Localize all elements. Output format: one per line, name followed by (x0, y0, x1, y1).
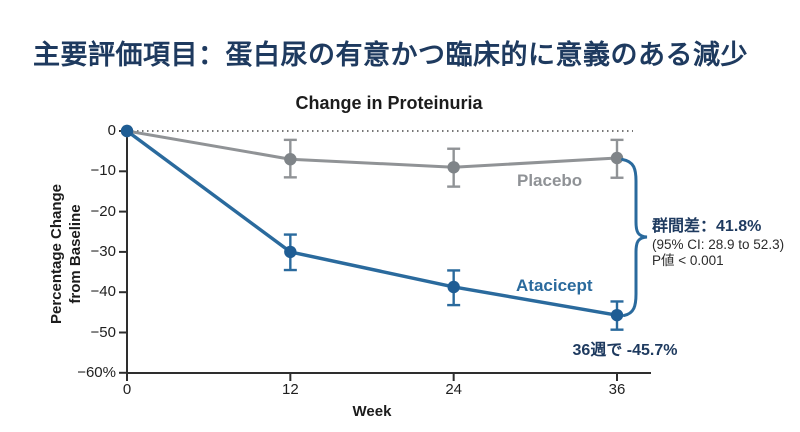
atacicept-series-label: Atacicept (516, 276, 593, 295)
week36-endpoint-note: 36週で -45.7% (572, 342, 678, 359)
group-difference-annotation: 群間差：41.8% (95% CI: 28.9 to 52.3) P値 < 0.… (652, 212, 784, 270)
chart-title: Change in Proteinuria (295, 93, 483, 113)
x-tick-label: 24 (445, 381, 462, 398)
atacicept-point (447, 280, 460, 294)
y-tick-label: −60% (77, 363, 116, 381)
atacicept-line (125, 129, 619, 317)
y-tick-label: −30 (90, 242, 116, 260)
difference-brace (621, 158, 648, 317)
atacicept-point (284, 245, 297, 259)
placebo-point (447, 161, 460, 174)
placebo-point (284, 153, 297, 166)
y-tick-label: −20 (90, 202, 116, 220)
atacicept-point (120, 124, 134, 138)
placebo-line (125, 129, 619, 169)
x-tick-label: 12 (281, 381, 299, 398)
y-tick-label: 0 (107, 122, 116, 139)
difference-value: 41.8% (716, 218, 762, 235)
x-axis-label: Week (352, 403, 392, 420)
placebo-series-label: Placebo (517, 171, 583, 190)
x-tick-label: 0 (122, 381, 132, 398)
atacicept-point (610, 308, 624, 322)
x-tick-label: 36 (608, 381, 626, 398)
y-tick-label: −50 (90, 323, 116, 341)
difference-line: 群間差：41.8% (652, 212, 784, 236)
p-value: P値 < 0.001 (652, 253, 724, 269)
y-tick-label: −40 (90, 283, 116, 301)
page-title: 主要評価項目：蛋白尿の有意かつ臨床的に意義のある減少 (33, 40, 748, 70)
y-tick-label: −10 (90, 162, 116, 180)
confidence-interval: (95% CI: 28.9 to 52.3) (652, 237, 785, 252)
placebo-point (610, 151, 624, 165)
difference-label: 群間差： (652, 218, 717, 235)
